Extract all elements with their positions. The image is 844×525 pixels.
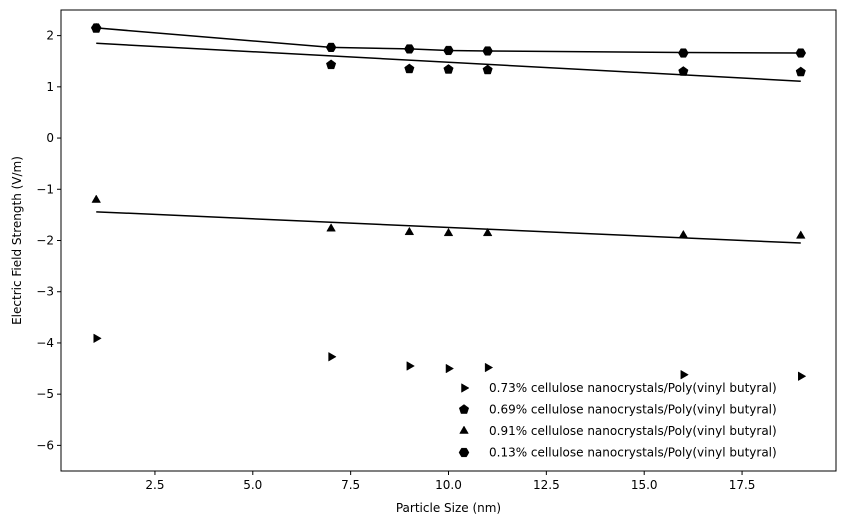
series-1-point bbox=[93, 333, 102, 344]
legend-label-1: 0.73% cellulose nanocrystals/Poly(vinyl … bbox=[489, 381, 777, 395]
x-tick-label: 10.0 bbox=[435, 478, 462, 492]
series-1 bbox=[93, 333, 807, 382]
series-3 bbox=[91, 194, 806, 244]
legend-label-2: 0.69% cellulose nanocrystals/Poly(vinyl … bbox=[489, 403, 777, 417]
x-axis-label: Particle Size (nm) bbox=[396, 501, 501, 515]
legend-label-4: 0.13% cellulose nanocrystals/Poly(vinyl … bbox=[489, 446, 777, 460]
y-tick-label: 2 bbox=[46, 29, 54, 43]
series-2-point bbox=[443, 64, 454, 74]
series-3-point bbox=[443, 227, 454, 237]
series-2 bbox=[91, 23, 806, 82]
legend: 0.73% cellulose nanocrystals/Poly(vinyl … bbox=[458, 381, 777, 460]
legend-label-3: 0.91% cellulose nanocrystals/Poly(vinyl … bbox=[489, 424, 777, 438]
series-3-fit-line bbox=[96, 211, 801, 244]
series-4-point bbox=[443, 45, 454, 56]
series-1-point bbox=[406, 361, 415, 371]
legend-marker-1 bbox=[461, 383, 470, 393]
series-4-point bbox=[404, 44, 415, 54]
series-2-point bbox=[795, 66, 806, 77]
series-1-point bbox=[484, 362, 494, 373]
y-tick-label: −2 bbox=[36, 234, 54, 248]
series-3-point bbox=[404, 226, 415, 236]
y-tick-label: −3 bbox=[36, 285, 54, 299]
x-tick-label: 15.0 bbox=[631, 478, 658, 492]
legend-marker-3 bbox=[459, 425, 469, 434]
y-axis-label: Electric Field Strength (V/m) bbox=[10, 156, 24, 325]
series-1-point bbox=[798, 371, 807, 382]
series-4 bbox=[90, 23, 807, 58]
x-tick-label: 5.0 bbox=[243, 478, 262, 492]
series-3-point bbox=[796, 230, 806, 239]
x-tick-label: 12.5 bbox=[533, 478, 560, 492]
series-3-point bbox=[326, 223, 336, 232]
series-4-point bbox=[325, 42, 337, 52]
y-tick-label: −1 bbox=[36, 182, 54, 196]
series-3-point bbox=[678, 229, 689, 239]
series-2-point bbox=[326, 59, 337, 70]
series-1-point bbox=[680, 369, 689, 380]
series-2-point bbox=[404, 63, 415, 74]
plot-content bbox=[90, 23, 807, 382]
series-2-point bbox=[482, 64, 493, 75]
y-tick-label: −6 bbox=[36, 438, 54, 452]
x-axis: 2.5 5.0 7.5 10.0 12.5 15.0 17.5 bbox=[145, 471, 755, 492]
series-4-point bbox=[90, 23, 102, 33]
y-tick-label: −4 bbox=[36, 336, 54, 350]
x-tick-label: 17.5 bbox=[729, 478, 756, 492]
series-1-point bbox=[328, 352, 337, 362]
series-2-point bbox=[678, 66, 689, 76]
y-axis: −6 −5 −4 −3 −2 −1 0 1 2 bbox=[36, 29, 61, 452]
y-tick-label: −5 bbox=[36, 387, 54, 401]
series-1-point bbox=[445, 363, 455, 374]
series-4-point bbox=[482, 46, 493, 56]
y-tick-label: 1 bbox=[46, 80, 54, 94]
series-4-point bbox=[678, 48, 689, 58]
legend-marker-4 bbox=[458, 447, 470, 458]
x-tick-label: 2.5 bbox=[145, 478, 164, 492]
y-tick-label: 0 bbox=[46, 131, 54, 145]
x-tick-label: 7.5 bbox=[341, 478, 360, 492]
series-3-point bbox=[91, 194, 101, 203]
series-3-point bbox=[482, 227, 493, 237]
legend-marker-2 bbox=[458, 404, 470, 414]
series-4-point bbox=[795, 48, 807, 58]
